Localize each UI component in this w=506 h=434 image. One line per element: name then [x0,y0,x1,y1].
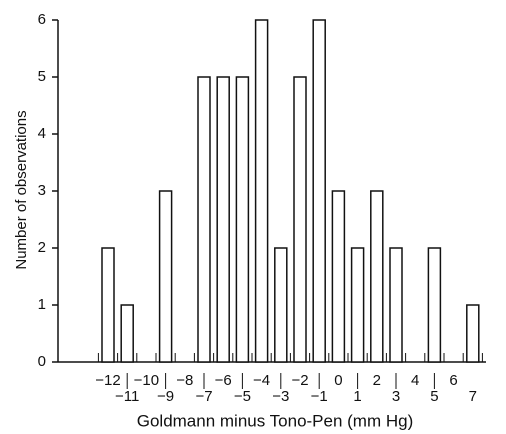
y-tick-label: 3 [38,182,46,199]
x-tick-label: −9 [157,388,174,405]
bar [312,19,326,363]
bar [197,76,211,363]
x-tick-label: −7 [195,388,212,405]
x-tick-label: 0 [334,372,342,389]
bar [370,190,384,363]
x-axis-title: Goldmann minus Tono-Pen (mm Hg) [137,411,414,430]
x-tick-label: −5 [234,388,251,405]
x-tick-label: 1 [353,388,361,405]
y-tick-label: 2 [38,239,46,256]
bar [254,19,269,363]
bar [120,304,134,363]
y-tick-label: 4 [38,125,46,142]
x-tick-label: −8 [176,372,193,389]
bar [101,247,115,363]
bar [158,190,173,363]
y-axis-title: Number of observations [13,110,30,269]
x-tick-label: 2 [373,372,381,389]
x-tick-label: 5 [430,388,438,405]
bar [331,190,346,363]
x-tick-label: 4 [411,372,419,389]
bar [235,76,250,363]
x-tick-label: 3 [392,388,400,405]
x-tick-label: −4 [253,372,270,389]
x-tick-label: −12 [95,372,120,389]
bar [293,76,307,363]
y-tick-label: 0 [38,353,46,370]
bar [216,76,230,363]
bar [274,247,288,363]
x-tick-label: −6 [215,372,232,389]
bar [466,304,480,363]
x-tick-label: 7 [469,388,477,405]
x-tick-label: −11 [115,388,139,405]
x-tick-label: −10 [134,372,159,389]
y-tick-label: 6 [38,11,46,28]
y-tick-label: 1 [38,296,46,313]
bar [427,247,442,363]
x-tick-label: 6 [449,372,457,389]
x-tick-label: −1 [311,388,328,405]
y-tick-label: 5 [38,68,46,85]
x-tick-label: −3 [272,388,289,405]
x-tick-label: −2 [291,372,308,389]
bar [350,247,365,363]
bar [389,247,403,363]
